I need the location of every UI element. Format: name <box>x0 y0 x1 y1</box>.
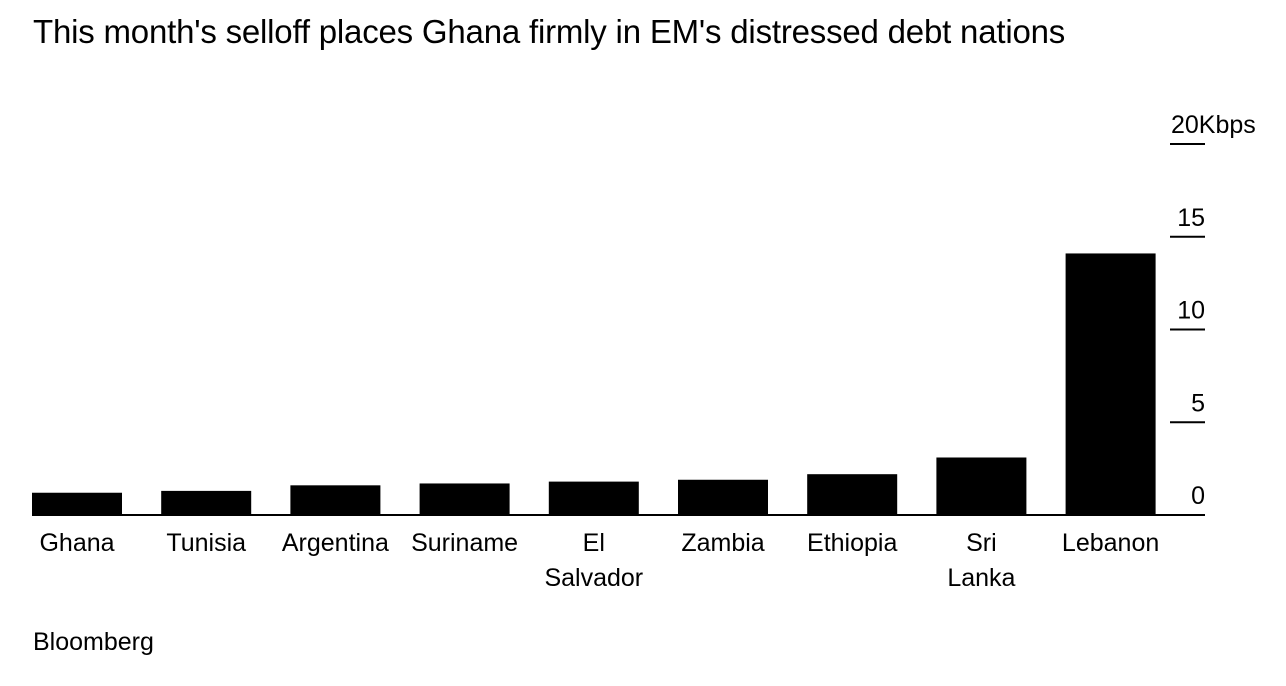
bar-tunisia <box>161 490 252 515</box>
x-category-label: Sri Lanka <box>947 529 1015 592</box>
bar-suriname <box>419 483 510 515</box>
bar-lebanon <box>1065 253 1156 515</box>
source-label: Bloomberg <box>33 628 154 656</box>
chart-title: This month's selloff places Ghana firmly… <box>33 13 1066 50</box>
x-category-label: Ethiopia <box>807 529 897 557</box>
y-tick-label: 10 <box>1177 297 1205 325</box>
bar-el-salvador <box>548 481 639 515</box>
x-category-label: Zambia <box>681 529 764 557</box>
bar-argentina <box>290 485 381 515</box>
bars <box>32 253 1156 515</box>
x-category-label: Tunisia <box>166 529 246 557</box>
y-tick-label: 0 <box>1191 482 1205 510</box>
bar-zambia <box>678 479 768 515</box>
x-axis: Ghana Tunisia Argentina Suriname El Salvador Z… <box>39 529 1159 592</box>
bar-sri-lanka <box>936 457 1027 515</box>
bar-ghana <box>32 492 122 515</box>
bar-ethiopia <box>807 474 898 515</box>
y-tick-label: 15 <box>1177 204 1205 232</box>
x-category-label: Ghana <box>39 529 114 557</box>
x-category-label: Lebanon <box>1062 529 1159 557</box>
x-category-label: Suriname <box>411 529 518 557</box>
y-tick-label: 20Kbps <box>1171 111 1256 139</box>
x-category-label: Argentina <box>282 529 389 557</box>
y-tick-label: 5 <box>1191 389 1205 417</box>
x-category-label: El Salvador <box>544 529 643 592</box>
y-axis: 0 5 10 15 20Kbps <box>1170 111 1256 510</box>
